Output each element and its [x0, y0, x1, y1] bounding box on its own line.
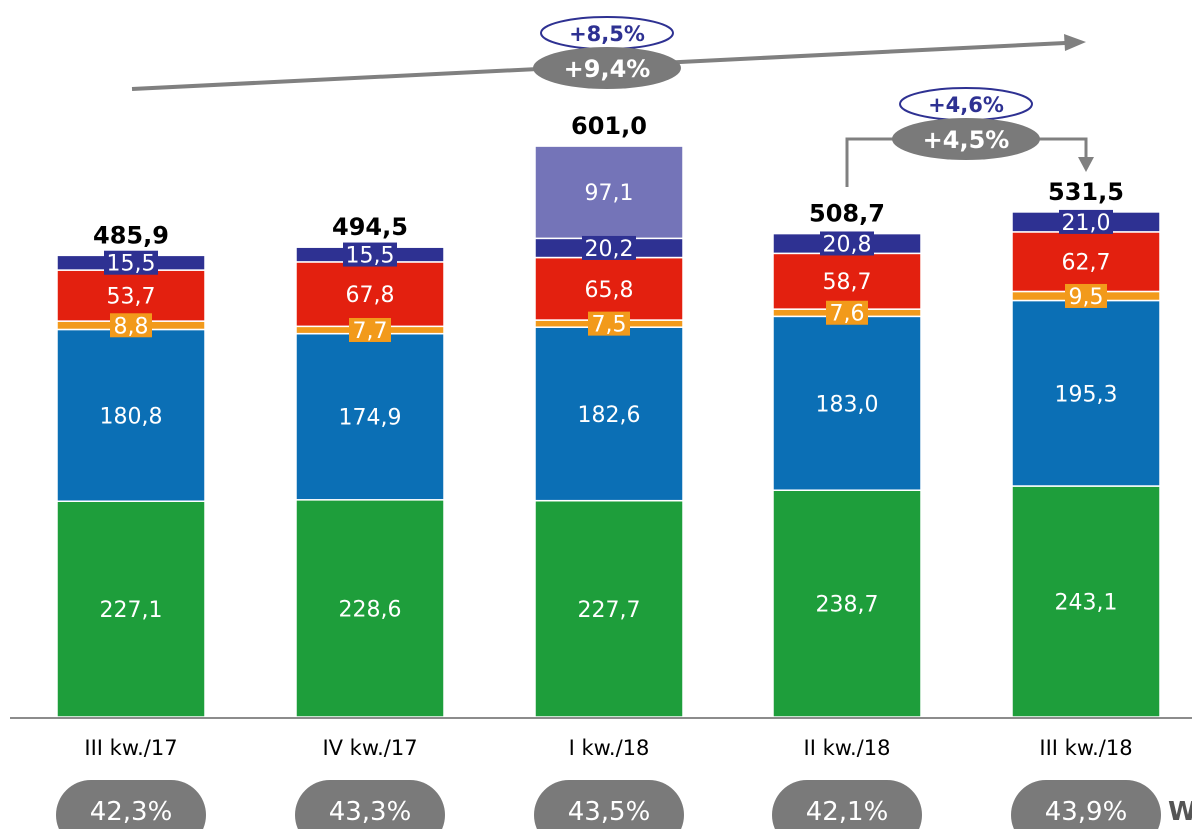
bars-layer [56, 145, 1161, 718]
data-label: 20,2 [585, 237, 634, 262]
data-label-box [104, 250, 158, 275]
data-label: 15,5 [346, 244, 395, 269]
x-tick-label: II kw./18 [804, 736, 891, 760]
total-label: 485,9 [93, 221, 169, 249]
percent-badge-label: 43,5% [568, 797, 651, 827]
percent-badge [534, 780, 684, 829]
bar-segment [534, 499, 684, 718]
trend-long-filled-oval [533, 47, 681, 89]
bar-segment [56, 328, 206, 502]
data-label: 7,7 [353, 319, 388, 344]
data-label-box [1059, 209, 1113, 234]
bar-segment [1011, 299, 1161, 487]
percent-badge-label: 42,1% [806, 797, 889, 827]
x-tick-label: I kw./18 [569, 736, 650, 760]
bar-segment [295, 332, 445, 501]
data-label: 62,7 [1062, 251, 1111, 276]
percent-badge [56, 780, 206, 829]
trend-short-outline-label: +4,6% [928, 93, 1004, 117]
percent-badge-label: 43,3% [329, 797, 412, 827]
data-label: 227,1 [100, 598, 163, 623]
data-label: 53,7 [107, 285, 156, 310]
data-label: 65,8 [585, 278, 634, 303]
bar-segment [534, 326, 684, 502]
bar-segment [534, 256, 684, 321]
data-label: 228,6 [339, 597, 402, 622]
x-tick-label: IV kw./17 [322, 736, 417, 760]
trend-short-filled-label: +4,5% [923, 126, 1010, 154]
trend-long-outline-label: +8,5% [569, 22, 645, 46]
bar-segment [772, 489, 922, 718]
data-label-box [820, 231, 874, 256]
percent-badge [772, 780, 922, 829]
labels-layer: 227,1 180,8 8,8 53,7 15,5 485,9 228,6 174,9 7,7 6… [93, 112, 1124, 623]
trend-long-filled-label: +9,4% [564, 55, 651, 83]
trend-arrow-head [1064, 34, 1086, 51]
data-label: 182,6 [578, 403, 641, 428]
bar-segment [534, 145, 684, 240]
data-label-box [110, 313, 152, 338]
bottom-badges: 42,3% 43,3% 43,5% 42,1% 43,9% [56, 780, 1161, 829]
trend-annotations: +8,5% +9,4% +4,6% +4,5% [131, 16, 1094, 187]
data-label-box [1065, 283, 1107, 308]
data-label: 180,8 [100, 404, 163, 429]
bar-segment [295, 261, 445, 328]
data-label-box [349, 317, 391, 342]
data-label-box [582, 235, 636, 260]
data-label: 183,0 [816, 392, 879, 417]
bar-segment [1011, 231, 1161, 293]
data-label: 7,6 [830, 302, 865, 327]
percent-badge-label: 42,3% [90, 797, 173, 827]
total-label: 494,5 [332, 213, 408, 241]
x-tick-label: III kw./17 [84, 736, 177, 760]
data-label: 9,5 [1069, 285, 1104, 310]
data-label: 195,3 [1055, 382, 1118, 407]
data-label: 67,8 [346, 283, 395, 308]
percent-badge [295, 780, 445, 829]
x-tick-label: III kw./18 [1039, 736, 1132, 760]
truncated-text: W [1168, 797, 1192, 827]
total-label: 601,0 [571, 112, 647, 140]
total-label: 508,7 [809, 200, 885, 228]
data-label-box [343, 242, 397, 267]
data-label: 227,7 [578, 598, 641, 623]
bar-segment [56, 269, 206, 322]
bar-segment [772, 252, 922, 310]
data-label-box [826, 300, 868, 325]
percent-badge [1011, 780, 1161, 829]
data-label: 97,1 [585, 181, 634, 206]
bar-segment [56, 500, 206, 718]
data-label: 15,5 [107, 252, 156, 277]
x-tick-labels: III kw./17 IV kw./17 I kw./18 II kw./18 III … [84, 736, 1132, 760]
data-label: 21,0 [1062, 211, 1111, 236]
data-label: 238,7 [816, 593, 879, 618]
data-label: 8,8 [114, 314, 149, 339]
data-label: 243,1 [1055, 591, 1118, 616]
bar-segment [772, 315, 922, 491]
total-label: 531,5 [1048, 178, 1124, 206]
data-label: 174,9 [339, 406, 402, 431]
data-label: 7,5 [592, 313, 627, 338]
data-label-box [588, 311, 630, 336]
data-label: 20,8 [823, 232, 872, 257]
trend-short-filled-oval [892, 118, 1040, 160]
percent-badge-label: 43,9% [1045, 797, 1128, 827]
data-label: 58,7 [823, 270, 872, 295]
bar-segment [1011, 485, 1161, 718]
bracket-arrow-head [1078, 157, 1094, 172]
